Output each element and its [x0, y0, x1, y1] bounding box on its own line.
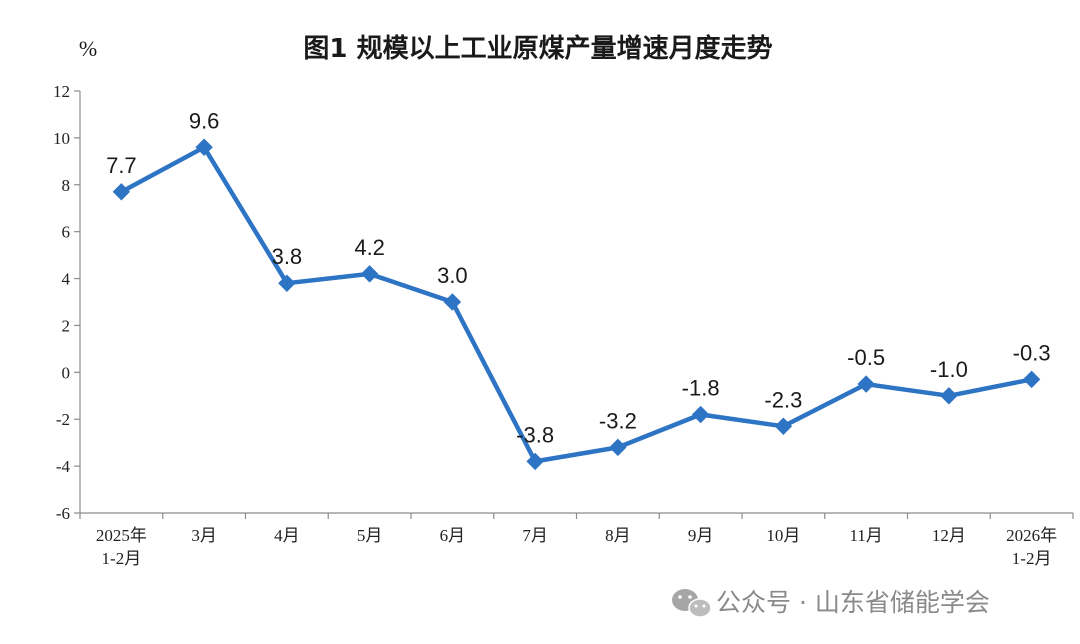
- y-tick-label: 4: [62, 270, 71, 289]
- x-tick-label: 11月: [849, 526, 882, 545]
- data-label: -3.8: [516, 422, 554, 447]
- x-tick-label: 2026年 1-2月: [1006, 526, 1057, 568]
- data-point-marker: [443, 293, 462, 311]
- y-tick-label: -4: [56, 457, 71, 476]
- x-tick-label: 3月: [191, 526, 217, 545]
- data-point-marker: [526, 452, 544, 471]
- data-point-marker: [940, 387, 958, 405]
- data-point-marker: [112, 183, 131, 201]
- data-point-marker: [278, 274, 296, 292]
- data-point-marker: [609, 438, 627, 457]
- x-tick-label: 2025年 1-2月: [96, 526, 147, 568]
- series-path: [119, 145, 1034, 464]
- series-line: [119, 145, 1034, 464]
- data-point-marker: [691, 405, 710, 424]
- x-tick-label: 12月: [932, 526, 966, 545]
- data-label: 4.2: [354, 235, 385, 260]
- x-tick-label: 7月: [522, 526, 548, 545]
- y-tick-labels: 12 10 8 6 4 2 0 -2 -4 -6: [53, 82, 71, 523]
- x-tick-label: 10月: [766, 526, 800, 545]
- data-point-marker: [774, 417, 793, 435]
- x-tick-label: 9月: [688, 526, 714, 545]
- x-tick-labels: 2025年 1-2月 3月 4月 5月 6月 7月 8月 9月 10月 11月 12月 2026年 1-2…: [96, 526, 1057, 568]
- chart-title: 图1 规模以上工业原煤产量增速月度走势: [303, 33, 772, 64]
- data-label: -2.3: [764, 387, 802, 412]
- data-label: 9.6: [189, 108, 220, 133]
- data-label: 7.7: [106, 153, 137, 178]
- y-tick-label: 6: [62, 223, 71, 242]
- y-axis-unit: %: [79, 36, 97, 61]
- data-point-marker: [360, 265, 379, 283]
- data-point-marker: [857, 375, 875, 393]
- data-labels: 7.7 9.6 3.8 4.2 3.0 -3.8 -3.2 -1.8 -2.3 -0.5 -1.0 -…: [106, 108, 1051, 447]
- series-markers: [112, 138, 1041, 471]
- data-point-marker: [1022, 370, 1041, 389]
- data-label: -1.0: [930, 357, 968, 382]
- data-label: 3.0: [437, 263, 468, 288]
- data-label: -3.2: [599, 408, 637, 433]
- y-tick-label: -2: [56, 410, 70, 429]
- x-tick-label: 4月: [274, 526, 300, 545]
- data-label: -0.3: [1013, 340, 1051, 365]
- watermark: 公众号 · 山东省储能学会: [672, 588, 990, 618]
- data-label: -1.8: [682, 376, 720, 401]
- x-tick-label: 8月: [605, 526, 631, 545]
- y-tick-label: 8: [62, 176, 71, 195]
- wechat-icon: [672, 589, 712, 618]
- watermark-text: 公众号 · 山东省储能学会: [716, 588, 990, 617]
- data-label: 3.8: [272, 244, 303, 269]
- y-tick-label: 10: [53, 129, 70, 148]
- x-tick-label: 6月: [440, 526, 466, 545]
- y-tick-label: 2: [62, 316, 71, 335]
- y-tick-label: 0: [62, 363, 71, 382]
- axes: [74, 90, 1074, 519]
- y-tick-label: -6: [56, 504, 70, 523]
- data-label: -0.5: [847, 345, 885, 370]
- data-point-marker: [195, 138, 213, 156]
- y-tick-label: 12: [53, 82, 70, 101]
- x-tick-label: 5月: [357, 526, 383, 545]
